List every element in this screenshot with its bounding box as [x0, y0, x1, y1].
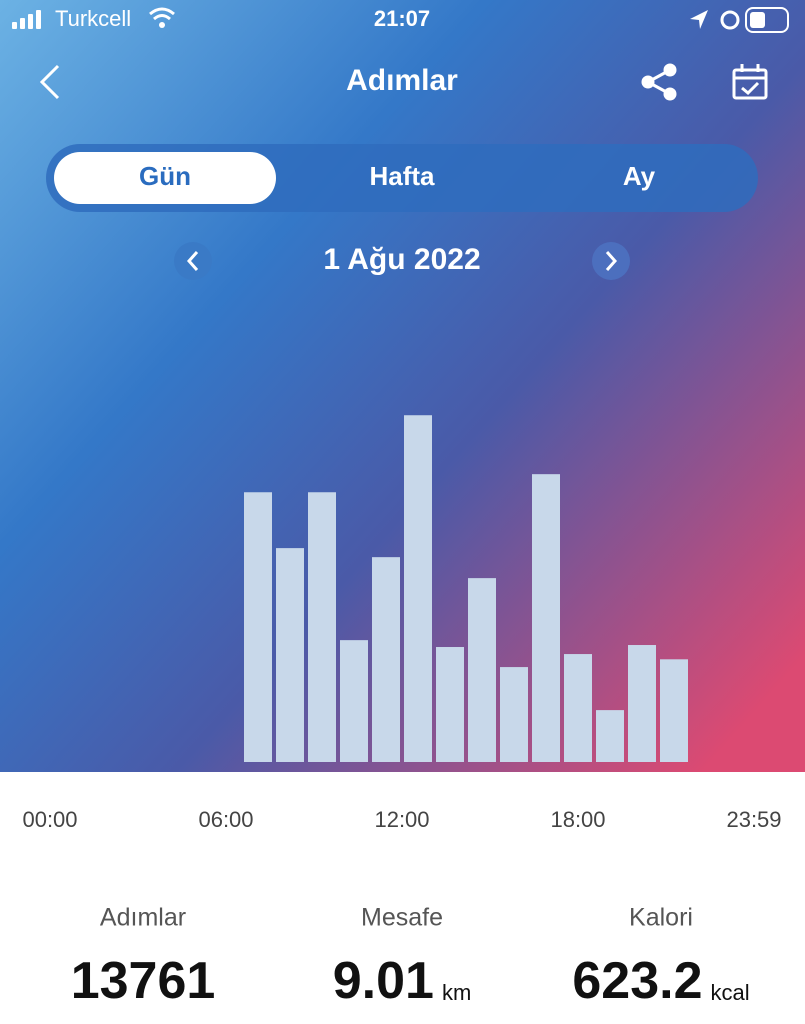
- carrier: Turkcell: [55, 6, 131, 31]
- x-tick-label: 06:00: [198, 807, 253, 832]
- bar: [436, 647, 464, 762]
- bar: [404, 415, 432, 762]
- stat-number: 13761: [71, 952, 216, 1010]
- bar: [564, 654, 592, 762]
- x-tick-label: 18:00: [550, 807, 605, 832]
- stat-unit: kcal: [711, 980, 750, 1005]
- stat-label: Kalori: [629, 904, 693, 932]
- stat-label: Adımlar: [100, 904, 186, 932]
- wifi-icon: [149, 7, 175, 21]
- bar: [660, 659, 688, 762]
- bar: [532, 474, 560, 762]
- battery-level: [750, 12, 765, 28]
- stat-value: 9.01 km: [333, 952, 472, 1010]
- bar: [500, 667, 528, 762]
- bar: [340, 640, 368, 762]
- x-tick-label: 00:00: [22, 807, 77, 832]
- calendar-button[interactable]: [732, 64, 768, 100]
- bar: [276, 548, 304, 762]
- stat-number: 9.01: [333, 952, 434, 1010]
- bar: [628, 645, 656, 762]
- tab[interactable]: Hafta: [369, 161, 435, 191]
- bar: [244, 492, 272, 762]
- next-day[interactable]: [592, 242, 630, 280]
- tab[interactable]: Gün: [139, 161, 191, 191]
- stats: Adımlar 13761 Mesafe 9.01 km Kalori 623.2 kcal: [71, 904, 750, 1010]
- prev-day[interactable]: [174, 242, 212, 280]
- stat-value: 13761: [71, 952, 216, 1010]
- location-icon: [690, 10, 708, 29]
- share-button[interactable]: [641, 63, 677, 101]
- bar: [372, 557, 400, 762]
- back-button[interactable]: [39, 64, 60, 100]
- stat-number: 623.2: [572, 952, 702, 1010]
- clock: 21:07: [374, 6, 430, 31]
- stat-unit: km: [442, 980, 471, 1005]
- alarm-icon: [720, 10, 740, 30]
- date: 1 Ağu 2022: [323, 243, 480, 276]
- header-background: [0, 0, 805, 772]
- bar: [596, 710, 624, 762]
- wifi-dot: [159, 22, 165, 28]
- x-tick-label: 12:00: [374, 807, 429, 832]
- prev-arrow: [186, 251, 199, 271]
- page-title: Adımlar: [346, 64, 458, 97]
- tab[interactable]: Ay: [623, 161, 656, 191]
- bar: [468, 578, 496, 762]
- bar: [308, 492, 336, 762]
- stat-label: Mesafe: [361, 904, 443, 932]
- x-tick-label: 23:59: [726, 807, 781, 832]
- battery-icon: [745, 7, 789, 33]
- stat-value: 623.2 kcal: [572, 952, 749, 1010]
- tab-selected[interactable]: [54, 152, 276, 204]
- next-arrow: [605, 251, 618, 271]
- signal-icon: [12, 10, 41, 29]
